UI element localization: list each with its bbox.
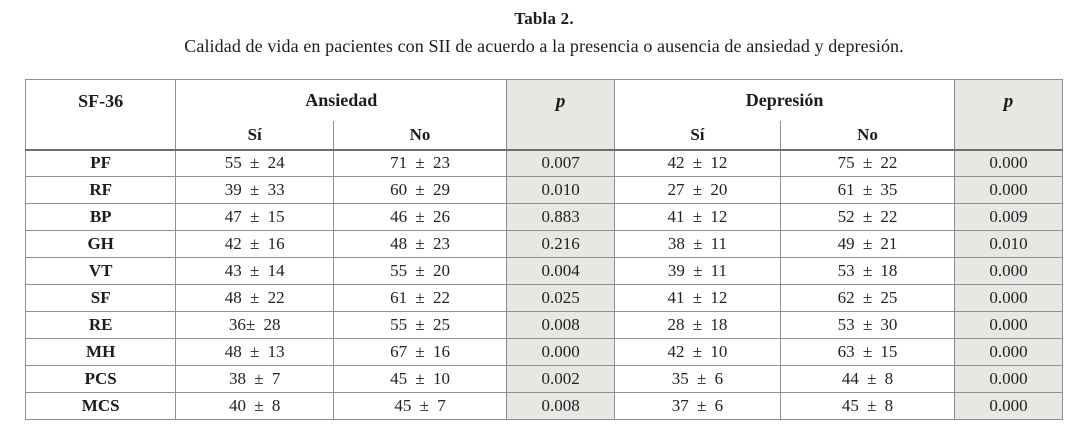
table-row-pcs: PCS 38 ± 7 45 ± 10 0.002 35 ± 6 44 ± 8 0… <box>24 365 1063 393</box>
table-row-bp: BP 47 ± 15 46 ± 26 0.883 41 ± 12 52 ± 22… <box>24 203 1063 231</box>
sub-header-depresion-si: Sí <box>613 120 781 150</box>
p-value-cell: 0.216 <box>506 230 615 258</box>
value-cell: 53 ± 18 <box>779 257 956 285</box>
value-cell: 42 ± 12 <box>613 148 781 177</box>
value-cell: 38 ± 7 <box>175 365 334 393</box>
value-cell: 41 ± 12 <box>613 203 781 231</box>
value-cell: 47 ± 15 <box>175 203 334 231</box>
row-label: SF <box>24 284 177 312</box>
value-cell: 35 ± 6 <box>613 365 781 393</box>
p-value-cell: 0.009 <box>954 203 1063 231</box>
value-cell: 48 ± 22 <box>175 284 334 312</box>
table-row-pf: PF 55 ± 24 71 ± 23 0.007 42 ± 12 75 ± 22… <box>24 148 1063 177</box>
value-cell: 45 ± 7 <box>332 392 508 420</box>
value-cell: 43 ± 14 <box>175 257 334 285</box>
value-cell: 39 ± 11 <box>613 257 781 285</box>
value-cell: 55 ± 20 <box>332 257 508 285</box>
row-label: MH <box>24 338 177 366</box>
value-cell: 42 ± 10 <box>613 338 781 366</box>
row-label: MCS <box>24 392 177 420</box>
value-cell: 52 ± 22 <box>779 203 956 231</box>
p-value-cell: 0.000 <box>954 365 1063 393</box>
value-cell: 39 ± 33 <box>175 176 334 204</box>
value-cell: 67 ± 16 <box>332 338 508 366</box>
row-label: VT <box>24 257 177 285</box>
p-value-cell: 0.007 <box>506 148 615 177</box>
row-label: GH <box>24 230 177 258</box>
table-row-mh: MH 48 ± 13 67 ± 16 0.000 42 ± 10 63 ± 15… <box>24 338 1063 366</box>
p-value-cell: 0.000 <box>954 392 1063 420</box>
group-header-depresion: Depresión <box>613 79 956 121</box>
p-value-cell: 0.000 <box>954 148 1063 177</box>
value-cell: 42 ± 16 <box>175 230 334 258</box>
p-value-cell: 0.000 <box>954 176 1063 204</box>
value-cell: 41 ± 12 <box>613 284 781 312</box>
group-header-ansiedad: Ansiedad <box>175 79 508 121</box>
p-value-cell: 0.004 <box>506 257 615 285</box>
p-value-cell: 0.000 <box>506 338 615 366</box>
row-label: PF <box>24 148 177 177</box>
p-value-cell: 0.000 <box>954 257 1063 285</box>
value-cell: 38 ± 11 <box>613 230 781 258</box>
table-number-title: Tabla 2. <box>514 9 574 28</box>
row-label: BP <box>24 203 177 231</box>
table-row-sf: SF 48 ± 22 61 ± 22 0.025 41 ± 12 62 ± 25… <box>24 284 1063 312</box>
value-cell: 75 ± 22 <box>779 148 956 177</box>
value-cell: 48 ± 23 <box>332 230 508 258</box>
value-cell: 36± 28 <box>175 311 334 339</box>
table-row-mcs: MCS 40 ± 8 45 ± 7 0.008 37 ± 6 45 ± 8 0.… <box>24 392 1063 420</box>
table-row-re: RE 36± 28 55 ± 25 0.008 28 ± 18 53 ± 30 … <box>24 311 1063 339</box>
p-value-cell: 0.002 <box>506 365 615 393</box>
value-cell: 53 ± 30 <box>779 311 956 339</box>
p-value-cell: 0.008 <box>506 311 615 339</box>
sub-header-depresion-no: No <box>779 120 956 150</box>
table-row-gh: GH 42 ± 16 48 ± 23 0.216 38 ± 11 49 ± 21… <box>24 230 1063 258</box>
value-cell: 45 ± 10 <box>332 365 508 393</box>
value-cell: 40 ± 8 <box>175 392 334 420</box>
row-label: RF <box>24 176 177 204</box>
sf36-quality-of-life-table: SF-36 Ansiedad p Depresión p Sí No Sí No… <box>24 79 1063 420</box>
value-cell: 48 ± 13 <box>175 338 334 366</box>
value-cell: 37 ± 6 <box>613 392 781 420</box>
value-cell: 49 ± 21 <box>779 230 956 258</box>
row-label: RE <box>24 311 177 339</box>
p-column-header-depresion: p <box>954 79 1063 150</box>
p-value-cell: 0.000 <box>954 311 1063 339</box>
p-value-cell: 0.883 <box>506 203 615 231</box>
value-cell: 71 ± 23 <box>332 148 508 177</box>
sub-header-ansiedad-si: Sí <box>175 120 334 150</box>
p-value-cell: 0.000 <box>954 284 1063 312</box>
table-subtitle: Calidad de vida en pacientes con SII de … <box>184 36 904 56</box>
p-value-cell: 0.010 <box>506 176 615 204</box>
table-caption: Tabla 2. Calidad de vida en pacientes co… <box>0 9 1088 57</box>
table-row-vt: VT 43 ± 14 55 ± 20 0.004 39 ± 11 53 ± 18… <box>24 257 1063 285</box>
value-cell: 61 ± 35 <box>779 176 956 204</box>
value-cell: 46 ± 26 <box>332 203 508 231</box>
column-header-sf36: SF-36 <box>24 79 177 150</box>
p-value-cell: 0.025 <box>506 284 615 312</box>
value-cell: 44 ± 8 <box>779 365 956 393</box>
value-cell: 55 ± 25 <box>332 311 508 339</box>
value-cell: 61 ± 22 <box>332 284 508 312</box>
p-value-cell: 0.010 <box>954 230 1063 258</box>
sub-header-ansiedad-no: No <box>332 120 508 150</box>
p-column-header-ansiedad: p <box>506 79 615 150</box>
p-value-cell: 0.000 <box>954 338 1063 366</box>
value-cell: 60 ± 29 <box>332 176 508 204</box>
value-cell: 62 ± 25 <box>779 284 956 312</box>
value-cell: 55 ± 24 <box>175 148 334 177</box>
p-value-cell: 0.008 <box>506 392 615 420</box>
value-cell: 63 ± 15 <box>779 338 956 366</box>
row-label: PCS <box>24 365 177 393</box>
value-cell: 27 ± 20 <box>613 176 781 204</box>
table-row-rf: RF 39 ± 33 60 ± 29 0.010 27 ± 20 61 ± 35… <box>24 176 1063 204</box>
value-cell: 45 ± 8 <box>779 392 956 420</box>
value-cell: 28 ± 18 <box>613 311 781 339</box>
